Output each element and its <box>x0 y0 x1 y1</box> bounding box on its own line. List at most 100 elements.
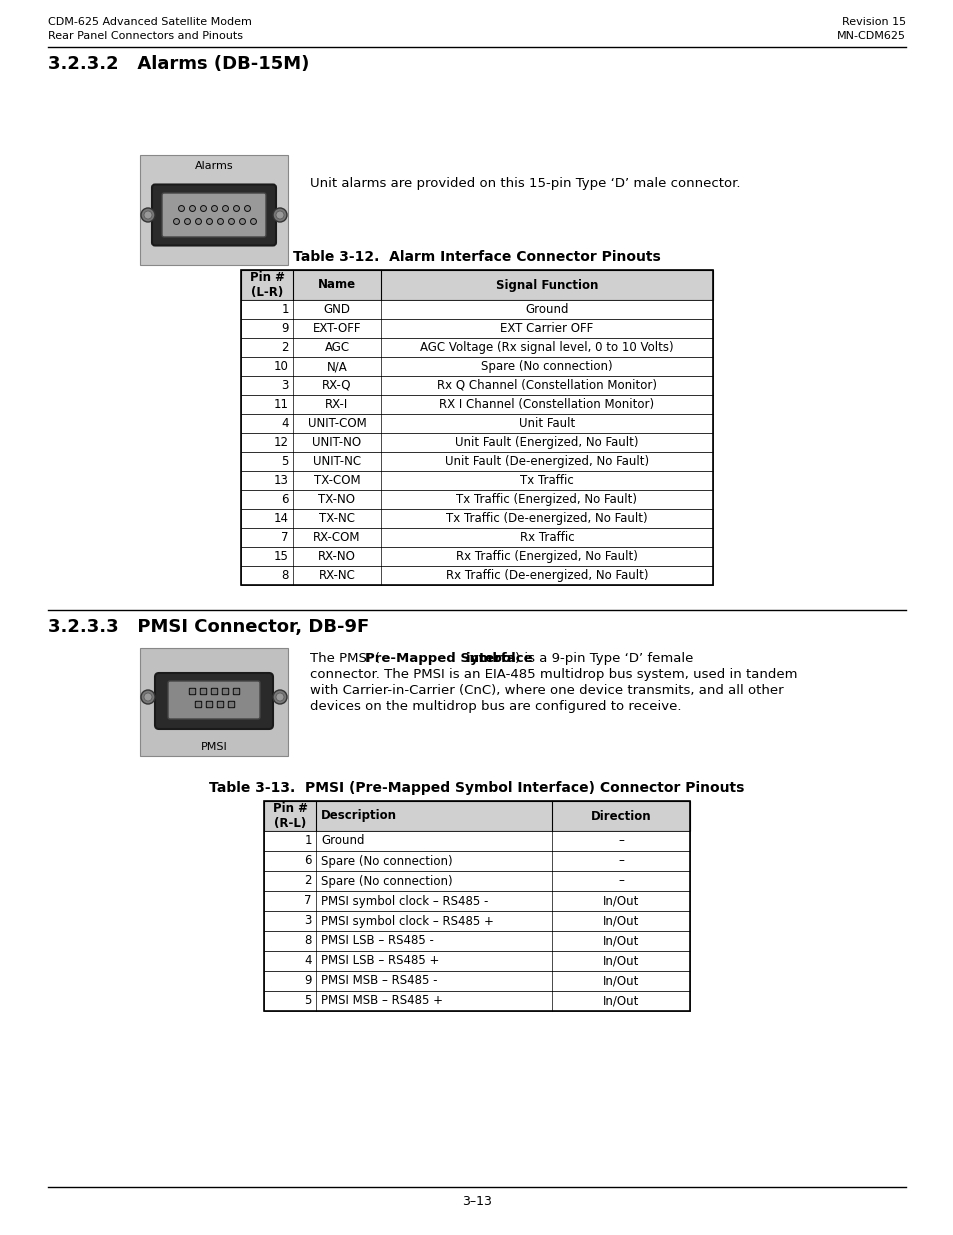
Text: 2: 2 <box>281 341 289 354</box>
Text: Unit Fault: Unit Fault <box>518 417 575 430</box>
Circle shape <box>273 690 287 704</box>
Text: PMSI LSB – RS485 +: PMSI LSB – RS485 + <box>320 955 439 967</box>
Text: 3.2.3.3   PMSI Connector, DB-9F: 3.2.3.3 PMSI Connector, DB-9F <box>48 618 369 636</box>
Text: Signal Function: Signal Function <box>496 279 598 291</box>
Text: 8: 8 <box>304 935 312 947</box>
Text: TX-NO: TX-NO <box>318 493 355 506</box>
Text: PMSI: PMSI <box>200 742 227 752</box>
Text: PMSI LSB – RS485 -: PMSI LSB – RS485 - <box>320 935 434 947</box>
FancyBboxPatch shape <box>241 452 712 471</box>
Text: 11: 11 <box>274 398 289 411</box>
Circle shape <box>141 207 154 222</box>
Text: The PMSI (: The PMSI ( <box>310 652 379 664</box>
FancyBboxPatch shape <box>241 433 712 452</box>
Text: UNIT-NO: UNIT-NO <box>313 436 361 450</box>
Text: Tx Traffic: Tx Traffic <box>519 474 574 487</box>
FancyBboxPatch shape <box>264 951 689 971</box>
Text: CDM-625 Advanced Satellite Modem: CDM-625 Advanced Satellite Modem <box>48 17 252 27</box>
Text: 7: 7 <box>304 894 312 908</box>
Text: 6: 6 <box>304 855 312 867</box>
Text: EXT Carrier OFF: EXT Carrier OFF <box>500 322 593 335</box>
FancyBboxPatch shape <box>241 270 712 300</box>
Text: Rx Traffic (Energized, No Fault): Rx Traffic (Energized, No Fault) <box>456 550 638 563</box>
Text: 2: 2 <box>304 874 312 888</box>
FancyBboxPatch shape <box>241 395 712 414</box>
Text: 6: 6 <box>281 493 289 506</box>
Text: In/Out: In/Out <box>602 974 639 988</box>
FancyBboxPatch shape <box>241 300 712 319</box>
Text: Name: Name <box>317 279 355 291</box>
Text: Spare (No connection): Spare (No connection) <box>320 874 452 888</box>
Text: AGC Voltage (Rx signal level, 0 to 10 Volts): AGC Voltage (Rx signal level, 0 to 10 Vo… <box>419 341 673 354</box>
Text: 9: 9 <box>304 974 312 988</box>
FancyBboxPatch shape <box>264 802 689 831</box>
Text: Pin #
(R-L): Pin # (R-L) <box>273 802 307 830</box>
Text: In/Out: In/Out <box>602 994 639 1008</box>
Text: Pre-Mapped Symbol: Pre-Mapped Symbol <box>365 652 520 664</box>
Text: In/Out: In/Out <box>602 955 639 967</box>
Text: Table 3-13.  PMSI (Pre-Mapped Symbol Interface) Connector Pinouts: Table 3-13. PMSI (Pre-Mapped Symbol Inte… <box>209 781 744 795</box>
Circle shape <box>275 211 284 219</box>
FancyBboxPatch shape <box>162 193 266 237</box>
Text: 10: 10 <box>274 359 289 373</box>
Text: 5: 5 <box>304 994 312 1008</box>
Text: –: – <box>618 855 623 867</box>
Text: AGC: AGC <box>324 341 349 354</box>
FancyBboxPatch shape <box>241 414 712 433</box>
Text: 3.2.3.2   Alarms (DB-15M): 3.2.3.2 Alarms (DB-15M) <box>48 56 309 73</box>
Text: Unit Fault (De-energized, No Fault): Unit Fault (De-energized, No Fault) <box>444 454 648 468</box>
Text: Rx Q Channel (Constellation Monitor): Rx Q Channel (Constellation Monitor) <box>436 379 657 391</box>
Text: Spare (No connection): Spare (No connection) <box>320 855 452 867</box>
Text: In/Out: In/Out <box>602 894 639 908</box>
FancyBboxPatch shape <box>264 911 689 931</box>
Circle shape <box>144 693 152 701</box>
Circle shape <box>141 690 154 704</box>
Text: RX-Q: RX-Q <box>322 379 352 391</box>
Text: 5: 5 <box>281 454 289 468</box>
Text: 13: 13 <box>274 474 289 487</box>
Text: TX-COM: TX-COM <box>314 474 360 487</box>
Text: Rx Traffic (De-energized, No Fault): Rx Traffic (De-energized, No Fault) <box>445 569 648 582</box>
Text: PMSI MSB – RS485 +: PMSI MSB – RS485 + <box>320 994 442 1008</box>
Text: TX-NC: TX-NC <box>318 513 355 525</box>
Text: 12: 12 <box>274 436 289 450</box>
Text: Tx Traffic (De-energized, No Fault): Tx Traffic (De-energized, No Fault) <box>446 513 647 525</box>
Text: In/Out: In/Out <box>602 914 639 927</box>
Text: RX I Channel (Constellation Monitor): RX I Channel (Constellation Monitor) <box>439 398 654 411</box>
FancyBboxPatch shape <box>140 156 288 266</box>
Text: 3–13: 3–13 <box>461 1195 492 1208</box>
Text: 15: 15 <box>274 550 289 563</box>
Text: –: – <box>618 874 623 888</box>
FancyBboxPatch shape <box>140 648 288 756</box>
Text: devices on the multidrop bus are configured to receive.: devices on the multidrop bus are configu… <box>310 700 680 713</box>
Text: RX-NO: RX-NO <box>317 550 355 563</box>
Text: 9: 9 <box>281 322 289 335</box>
Text: RX-COM: RX-COM <box>313 531 360 543</box>
Text: 3: 3 <box>281 379 289 391</box>
FancyBboxPatch shape <box>264 990 689 1011</box>
FancyBboxPatch shape <box>264 931 689 951</box>
Text: N/A: N/A <box>326 359 347 373</box>
Text: 1: 1 <box>304 835 312 847</box>
Text: Direction: Direction <box>590 809 651 823</box>
Text: Rx Traffic: Rx Traffic <box>519 531 574 543</box>
Text: UNIT-COM: UNIT-COM <box>307 417 366 430</box>
Text: PMSI symbol clock – RS485 -: PMSI symbol clock – RS485 - <box>320 894 488 908</box>
Text: Unit Fault (Energized, No Fault): Unit Fault (Energized, No Fault) <box>455 436 639 450</box>
FancyBboxPatch shape <box>168 680 260 719</box>
Text: connector. The PMSI is an EIA-485 multidrop bus system, used in tandem: connector. The PMSI is an EIA-485 multid… <box>310 668 797 680</box>
Text: 4: 4 <box>281 417 289 430</box>
FancyBboxPatch shape <box>241 509 712 529</box>
Text: MN-CDM625: MN-CDM625 <box>836 31 905 41</box>
FancyBboxPatch shape <box>241 338 712 357</box>
Text: 1: 1 <box>281 303 289 316</box>
Circle shape <box>275 693 284 701</box>
Text: interface: interface <box>465 652 533 664</box>
Text: UNIT-NC: UNIT-NC <box>313 454 360 468</box>
Text: Rear Panel Connectors and Pinouts: Rear Panel Connectors and Pinouts <box>48 31 243 41</box>
Circle shape <box>273 207 287 222</box>
Text: Unit alarms are provided on this 15-pin Type ‘D’ male connector.: Unit alarms are provided on this 15-pin … <box>310 177 740 190</box>
FancyBboxPatch shape <box>241 375 712 395</box>
FancyBboxPatch shape <box>152 184 275 246</box>
Text: PMSI symbol clock – RS485 +: PMSI symbol clock – RS485 + <box>320 914 494 927</box>
